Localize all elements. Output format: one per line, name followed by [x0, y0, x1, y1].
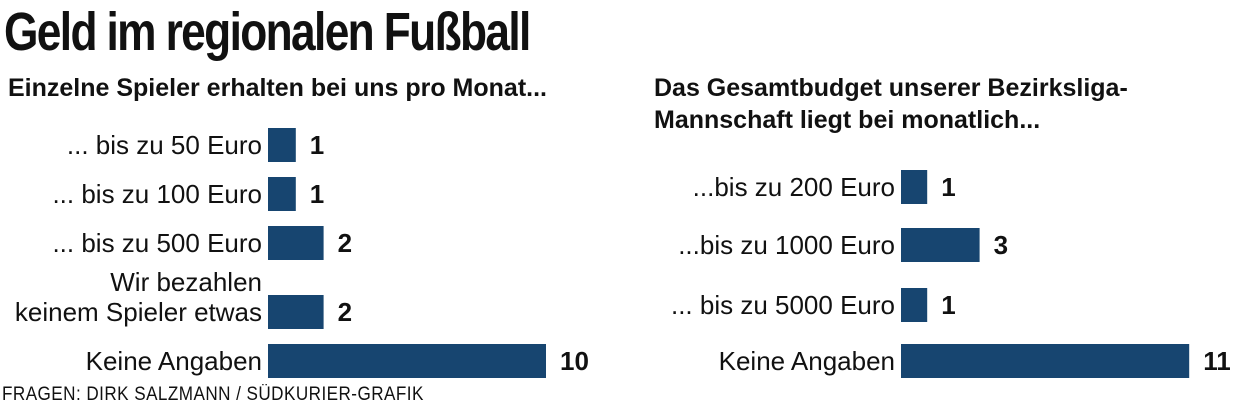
- left-category-label-4-line-1: Wir bezahlen: [110, 267, 262, 297]
- left-value-label-3: 2: [338, 228, 352, 258]
- left-value-label-4: 2: [338, 297, 352, 327]
- left-category-label-1: ... bis zu 50 Euro: [67, 130, 262, 160]
- source-credit: FRAGEN: DIRK SALZMANN / SÜDKURIER-GRAFIK: [2, 384, 424, 405]
- right-category-label-1: ...bis zu 200 Euro: [693, 172, 895, 202]
- left-bar-4: [268, 295, 324, 329]
- left-bar-5: [268, 344, 546, 378]
- left-category-label-4: Wir bezahlen keinem Spieler etwas: [15, 267, 262, 327]
- left-category-label-3: ... bis zu 500 Euro: [52, 228, 262, 258]
- left-chart-subtitle: Einzelne Spieler erhalten bei uns pro Mo…: [8, 74, 547, 102]
- left-value-label-5: 10: [560, 346, 589, 376]
- right-bar-3: [901, 288, 928, 322]
- right-category-label-2: ...bis zu 1000 Euro: [678, 230, 895, 260]
- left-category-label-5: Keine Angaben: [86, 346, 262, 376]
- right-chart-subtitle-line-2: Mannschaft liegt bei monatlich...: [654, 106, 1041, 134]
- right-bar-4: [901, 344, 1190, 378]
- right-bar-chart: ...bis zu 200 Euro 1 ...bis zu 1000 Euro 3.…: [671, 170, 1231, 378]
- left-bar-3: [268, 226, 324, 260]
- right-bar-2: [901, 228, 980, 262]
- left-bar-1: [268, 128, 296, 162]
- right-chart-subtitle: Das Gesamtbudget unserer Bezirksliga- Ma…: [654, 72, 1128, 136]
- right-chart-subtitle-line-1: Das Gesamtbudget unserer Bezirksliga-: [654, 74, 1128, 102]
- left-category-label-4-line-2: keinem Spieler etwas: [15, 297, 262, 327]
- left-bar-2: [268, 177, 296, 211]
- right-value-label-2: 3: [994, 230, 1008, 260]
- chart-title: Geld im regionalen Fußball: [4, 2, 531, 62]
- left-bar-chart: ... bis zu 50 Euro 1 ... bis zu 100 Euro 1.…: [15, 128, 589, 378]
- left-value-label-1: 1: [310, 130, 324, 160]
- right-category-label-3: ... bis zu 5000 Euro: [671, 290, 895, 320]
- right-value-label-4: 11: [1203, 346, 1231, 376]
- right-bar-1: [901, 170, 928, 204]
- right-category-label-4: Keine Angaben: [719, 346, 895, 376]
- right-value-label-1: 1: [941, 172, 955, 202]
- left-value-label-2: 1: [310, 179, 324, 209]
- right-value-label-3: 1: [941, 290, 955, 320]
- left-category-label-2: ... bis zu 100 Euro: [52, 179, 262, 209]
